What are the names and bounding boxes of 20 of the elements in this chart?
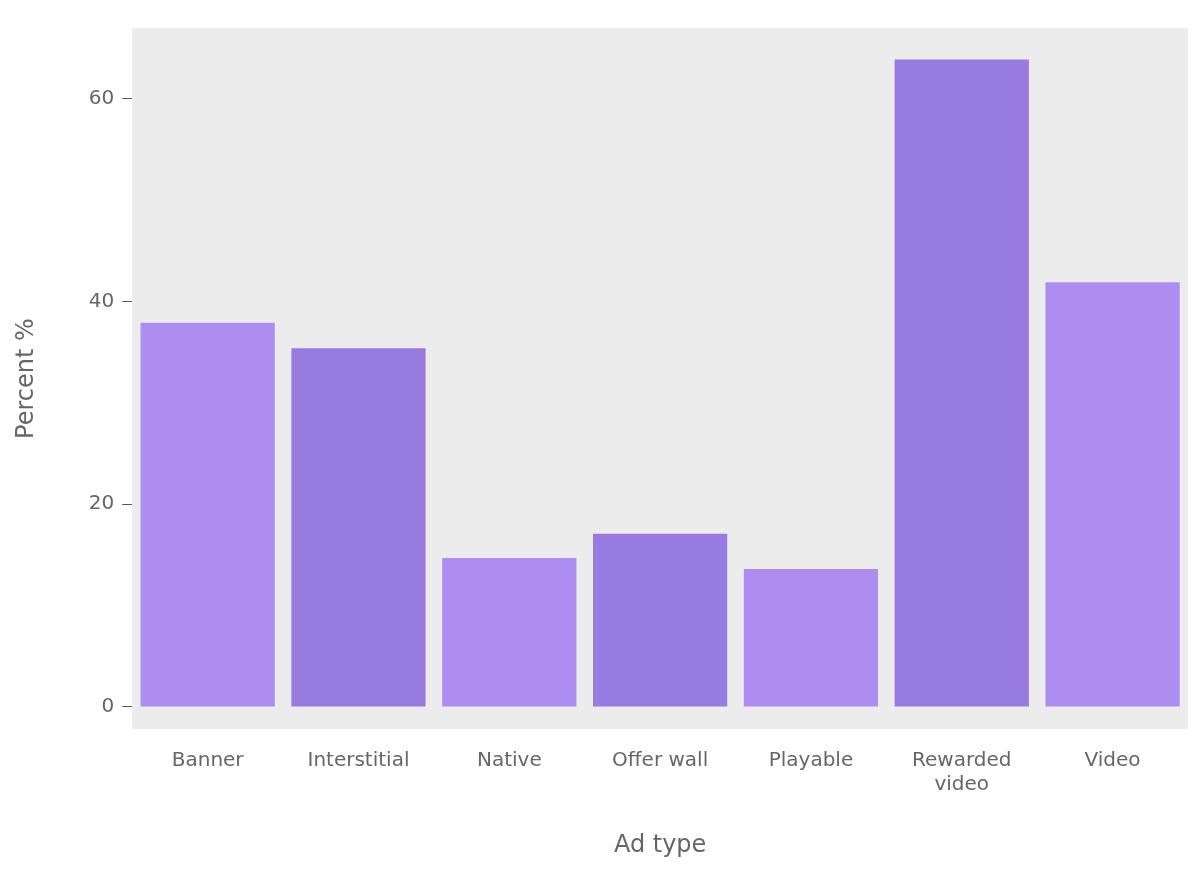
- y-tick-label: 20: [88, 490, 115, 515]
- x-tick-label: Video: [1084, 747, 1141, 772]
- x-axis-title: Ad type: [613, 829, 707, 858]
- y-tick-label: 60: [88, 85, 115, 110]
- y-axis-title: Percent %: [10, 318, 39, 439]
- y-tick-label: 0: [101, 693, 115, 718]
- x-tick-label: Banner: [171, 747, 245, 772]
- x-tick-label: Playable: [768, 747, 854, 772]
- bar: [442, 557, 577, 707]
- bar: [894, 59, 1029, 707]
- bar: [593, 533, 728, 707]
- bar: [1045, 282, 1180, 707]
- bar: [140, 322, 275, 707]
- bar: [743, 569, 879, 707]
- x-tick-label: Rewarded video: [912, 747, 1012, 796]
- x-tick-label: Offer wall: [612, 747, 709, 772]
- x-tick-label: Native: [476, 747, 542, 772]
- y-tick-label: 40: [88, 287, 115, 312]
- bar: [291, 348, 426, 707]
- x-tick-label: Interstitial: [307, 747, 410, 772]
